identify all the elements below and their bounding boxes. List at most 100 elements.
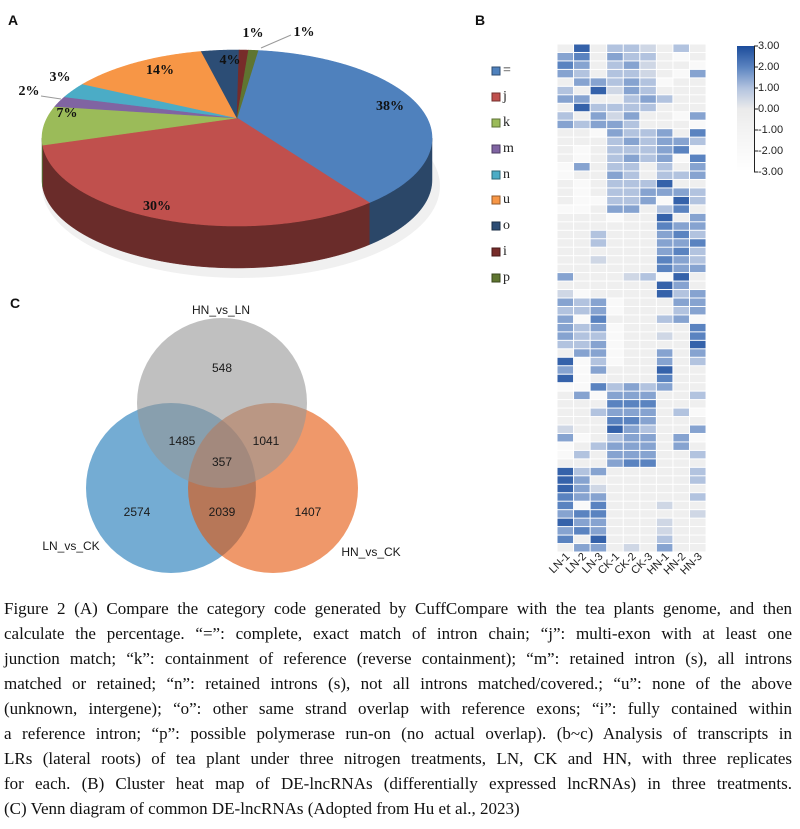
- heatmap-cell: [574, 323, 590, 332]
- venn-region-count: 1485: [169, 434, 196, 448]
- heatmap-cell: [590, 459, 607, 467]
- heatmap-cell: [623, 518, 640, 527]
- pie-data-label: 2%: [19, 84, 40, 99]
- heatmap-cell: [607, 306, 623, 315]
- colorbar-segment: [737, 98, 754, 100]
- heatmap-cell: [623, 484, 640, 493]
- heatmap-cell: [673, 476, 689, 484]
- heatmap-cell: [590, 425, 607, 433]
- heatmap-cell: [590, 52, 607, 61]
- colorbar-segment: [737, 105, 754, 107]
- heatmap-cell: [607, 290, 623, 298]
- heatmap-cell: [689, 239, 706, 247]
- heatmap-cell: [689, 247, 706, 256]
- heatmap-cell: [574, 391, 590, 400]
- colorbar-segment: [737, 85, 754, 87]
- heatmap-cell: [590, 510, 607, 518]
- legend-swatch-icon: [491, 170, 501, 180]
- colorbar-tick-label: -3.00: [758, 166, 783, 178]
- colorbar-segment: [737, 155, 754, 157]
- heatmap-cell: [557, 383, 574, 391]
- venn-set-label: HN_vs_CK: [341, 545, 400, 559]
- heatmap-cell: [640, 501, 656, 510]
- venn-region-count: 2574: [124, 505, 151, 519]
- colorbar-segment: [737, 119, 754, 121]
- heatmap-cell: [689, 332, 706, 340]
- colorbar-segment: [737, 68, 754, 70]
- heatmap-cell: [590, 442, 607, 450]
- heatmap-cell: [607, 146, 623, 154]
- colorbar-segment: [737, 125, 754, 127]
- colorbar-segment: [737, 114, 754, 116]
- colorbar-segment: [737, 139, 754, 141]
- heatmap-cell: [623, 112, 640, 120]
- colorbar-segment: [737, 140, 754, 142]
- heatmap-cell: [673, 518, 689, 527]
- heatmap-cell: [656, 408, 673, 417]
- heatmap-cell: [689, 154, 706, 163]
- heatmap-cell: [557, 527, 574, 535]
- heatmap-cell: [640, 450, 656, 459]
- heatmap-cell: [590, 264, 607, 273]
- heatmap-cell: [574, 137, 590, 146]
- heatmap-cell: [623, 323, 640, 332]
- heatmap-cell: [590, 476, 607, 484]
- colorbar-segment: [737, 165, 754, 167]
- heatmap-cell: [689, 281, 706, 290]
- heatmap-cell: [574, 154, 590, 163]
- heatmap-cell: [640, 408, 656, 417]
- heatmap-cell: [623, 298, 640, 306]
- colorbar-segment: [737, 158, 754, 160]
- heatmap-cell: [557, 239, 574, 247]
- heatmap-cell: [689, 146, 706, 154]
- heatmap-cell: [557, 391, 574, 400]
- heatmap-cell: [574, 213, 590, 222]
- heatmap-cell: [557, 433, 574, 442]
- heatmap-cell: [590, 230, 607, 239]
- heatmap-cell: [656, 323, 673, 332]
- heatmap-cell: [607, 340, 623, 349]
- heatmap-cell: [623, 264, 640, 273]
- heatmap-cell: [574, 256, 590, 264]
- heatmap-cell: [689, 196, 706, 205]
- heatmap-cell: [623, 315, 640, 323]
- heatmap-cell: [607, 391, 623, 400]
- heatmap-cell: [640, 86, 656, 95]
- heatmap-cell: [640, 400, 656, 408]
- heatmap-cell: [640, 154, 656, 163]
- heatmap-cell: [656, 357, 673, 366]
- heatmap-cell: [590, 146, 607, 154]
- heatmap-cell: [590, 518, 607, 527]
- heatmap-cell: [640, 298, 656, 306]
- colorbar-segment: [737, 58, 754, 60]
- heatmap-cell: [673, 535, 689, 544]
- heatmap-cell: [574, 78, 590, 86]
- venn-region-count: 1041: [253, 434, 280, 448]
- heatmap-cell: [574, 179, 590, 188]
- heatmap-cell: [656, 433, 673, 442]
- colorbar-segment: [737, 134, 754, 136]
- heatmap-cell: [574, 230, 590, 239]
- colorbar-segment: [737, 61, 754, 63]
- pie-slice: [200, 49, 240, 120]
- heatmap-cell: [607, 535, 623, 544]
- heatmap-cell: [574, 501, 590, 510]
- heatmap-cell: [557, 459, 574, 467]
- colorbar-segment: [737, 103, 754, 105]
- heatmap-cell: [557, 484, 574, 493]
- heatmap-cell: [689, 103, 706, 112]
- colorbar-segment: [737, 84, 754, 86]
- caption-line: (C) Venn diagram of common DE-lncRNAs (A…: [4, 799, 520, 818]
- colorbar-segment: [737, 65, 754, 67]
- heatmap-cell: [574, 544, 590, 552]
- colorbar-segment: [737, 55, 754, 57]
- heatmap-cell: [574, 366, 590, 374]
- heatmap-cell: [673, 146, 689, 154]
- heatmap-cell: [656, 247, 673, 256]
- colorbar-tick-label: -1.00: [758, 124, 783, 136]
- heatmap-cell: [656, 129, 673, 137]
- colorbar-segment: [737, 161, 754, 163]
- panel-label-c: C: [10, 295, 20, 311]
- heatmap-cell: [623, 239, 640, 247]
- heatmap-cell: [623, 544, 640, 552]
